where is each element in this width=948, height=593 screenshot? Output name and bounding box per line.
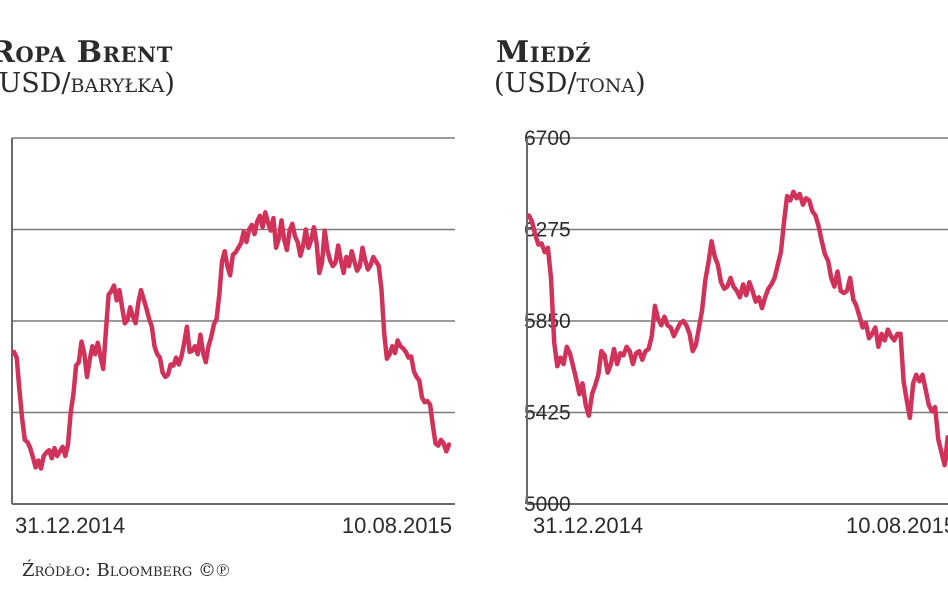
y-tick-label: 5850	[524, 310, 571, 333]
chart-1-title: Ropa Brent	[0, 35, 173, 70]
x-end-date-label: 10.08.2015	[342, 513, 452, 538]
chart-2-subtitle: (USD/tona)	[494, 68, 646, 99]
price-series-line	[526, 189, 948, 468]
source-note: Źródło: Bloomberg ©℗	[22, 560, 230, 581]
chart-1-subtitle: (USD/baryłka)	[0, 68, 175, 99]
price-series-line	[11, 210, 452, 471]
y-tick-label: 6700	[524, 127, 571, 150]
x-end-date-label: 10.08.2015	[846, 513, 948, 538]
brent-chart: 31.12.2014 10.08.2015	[11, 137, 455, 538]
y-tick-label: 5000	[524, 493, 571, 516]
y-tick-label: 5425	[524, 402, 571, 425]
x-start-date-label: 31.12.2014	[15, 513, 125, 538]
chart-2-title: Miedź	[496, 35, 592, 70]
x-start-date-label: 31.12.2014	[533, 513, 643, 538]
